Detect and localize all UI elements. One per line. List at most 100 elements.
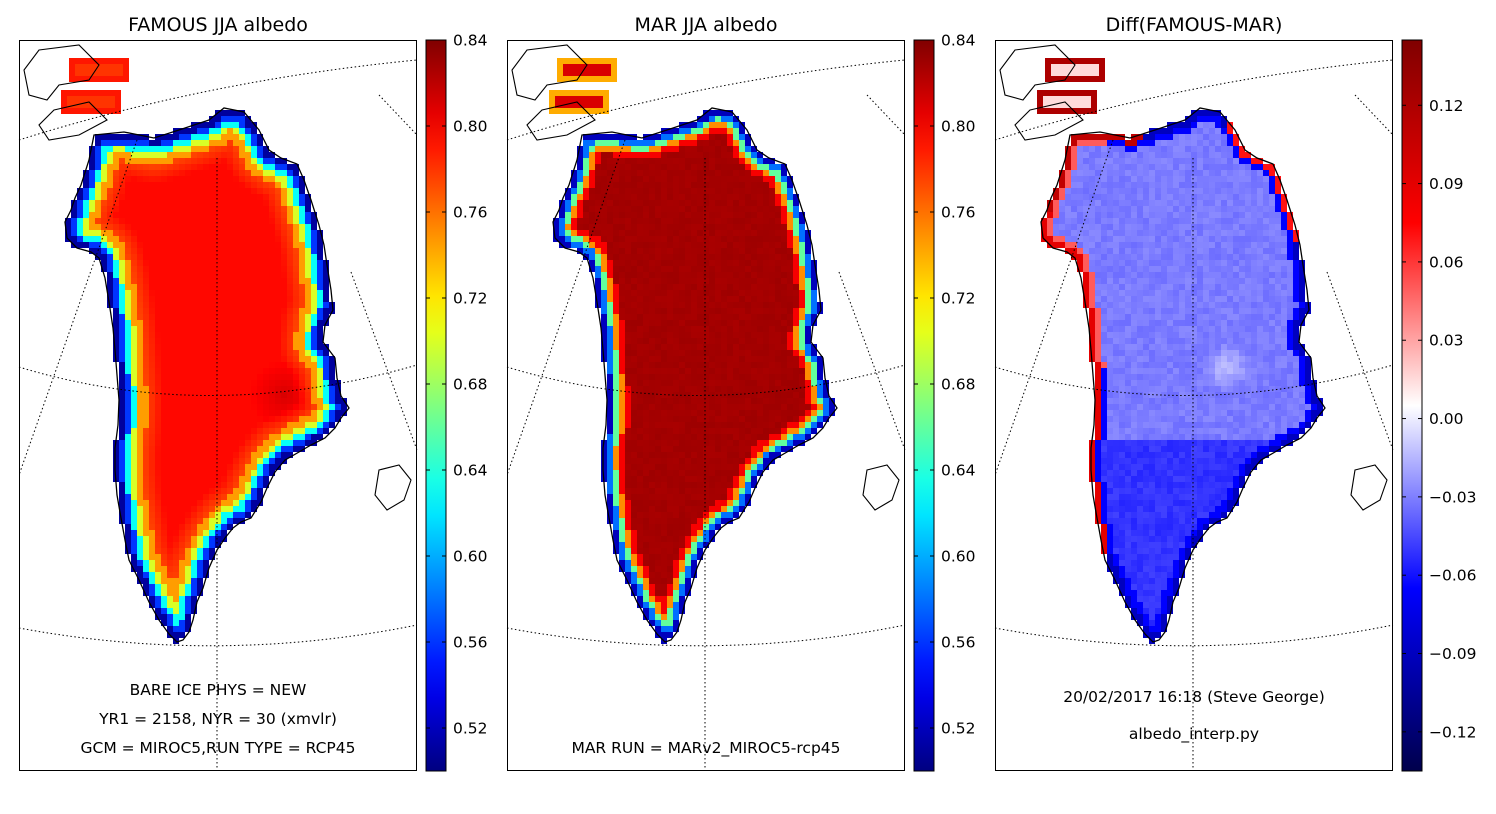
- heat-cell: [227, 440, 233, 446]
- heat-cell: [595, 134, 601, 140]
- heat-cell: [119, 212, 125, 218]
- heat-cell: [281, 302, 287, 308]
- heat-cell: [595, 224, 601, 230]
- heat-cell: [685, 320, 691, 326]
- heat-cell: [733, 320, 739, 326]
- heat-cell: [721, 146, 727, 152]
- heat-cell: [655, 200, 661, 206]
- heat-cell: [691, 266, 697, 272]
- heat-cell: [143, 308, 149, 314]
- heat-cell: [149, 356, 155, 362]
- heat-cell: [215, 518, 221, 524]
- heat-cell: [721, 404, 727, 410]
- heat-cell: [661, 506, 667, 512]
- heat-cell: [137, 146, 143, 152]
- heat-cell: [191, 524, 197, 530]
- heat-cell: [649, 320, 655, 326]
- heat-cell: [179, 506, 185, 512]
- heat-cell: [673, 182, 679, 188]
- heat-cell: [89, 158, 95, 164]
- heat-cell: [703, 362, 709, 368]
- heat-cell: [607, 368, 613, 374]
- heat-cell: [99, 76, 105, 82]
- heat-cell: [721, 230, 727, 236]
- heat-cell: [269, 314, 275, 320]
- heat-cell: [805, 332, 811, 338]
- heat-cell: [185, 410, 191, 416]
- heat-cell: [619, 428, 625, 434]
- heat-cell: [679, 266, 685, 272]
- heat-cell: [209, 398, 215, 404]
- heat-cell: [691, 260, 697, 266]
- heat-cell: [637, 164, 643, 170]
- heat-cell: [595, 170, 601, 176]
- heat-cell: [185, 620, 191, 626]
- heat-cell: [257, 284, 263, 290]
- heat-cell: [673, 266, 679, 272]
- heat-cell: [781, 296, 787, 302]
- heat-cell: [715, 512, 721, 518]
- heat-cell: [227, 110, 233, 116]
- heat-cell: [625, 416, 631, 422]
- heat-cell: [691, 452, 697, 458]
- heat-cell: [751, 260, 757, 266]
- heat-cell: [577, 164, 583, 170]
- heat-cell: [257, 176, 263, 182]
- heat-cell: [233, 278, 239, 284]
- heat-cell: [667, 548, 673, 554]
- heat-cell: [161, 440, 167, 446]
- heat-cell: [673, 374, 679, 380]
- heat-cell: [281, 296, 287, 302]
- heat-cell: [631, 326, 637, 332]
- heat-cell: [667, 356, 673, 362]
- heat-cell: [95, 140, 101, 146]
- heat-cell: [763, 374, 769, 380]
- heat-cell: [679, 212, 685, 218]
- heat-cell: [643, 518, 649, 524]
- heat-cell: [661, 410, 667, 416]
- heat-cell: [227, 428, 233, 434]
- heat-cell: [245, 248, 251, 254]
- heat-cell: [245, 326, 251, 332]
- heat-cell: [311, 332, 317, 338]
- heat-cell: [607, 134, 613, 140]
- heat-cell: [631, 320, 637, 326]
- heat-cell: [697, 314, 703, 320]
- heat-cell: [209, 296, 215, 302]
- heat-cell: [745, 194, 751, 200]
- heat-cell: [799, 254, 805, 260]
- heat-cell: [727, 122, 733, 128]
- heat-cell: [245, 146, 251, 152]
- heat-cell: [191, 170, 197, 176]
- heat-cell: [185, 476, 191, 482]
- heat-cell: [631, 428, 637, 434]
- heat-cell: [673, 434, 679, 440]
- heat-cell: [685, 464, 691, 470]
- heat-cell: [799, 350, 805, 356]
- heat-cell: [667, 518, 673, 524]
- heat-cell: [631, 524, 637, 530]
- heat-cell: [167, 326, 173, 332]
- heat-cell: [715, 152, 721, 158]
- heat-cell: [221, 524, 227, 530]
- heat-cell: [143, 530, 149, 536]
- heat-cell: [215, 434, 221, 440]
- heat-cell: [721, 326, 727, 332]
- heat-cell: [607, 470, 613, 476]
- heat-cell: [203, 452, 209, 458]
- heat-cell: [613, 146, 619, 152]
- heat-cell: [685, 506, 691, 512]
- heat-cell: [167, 494, 173, 500]
- heat-cell: [703, 254, 709, 260]
- heat-cell: [167, 404, 173, 410]
- heat-cell: [131, 356, 137, 362]
- heat-cell: [643, 428, 649, 434]
- heat-cell: [613, 524, 619, 530]
- heat-cell: [239, 410, 245, 416]
- heat-cell: [799, 266, 805, 272]
- heat-cell: [113, 170, 119, 176]
- heat-cell: [691, 458, 697, 464]
- heat-cell: [619, 278, 625, 284]
- heat-cell: [787, 380, 793, 386]
- heat-cell: [775, 380, 781, 386]
